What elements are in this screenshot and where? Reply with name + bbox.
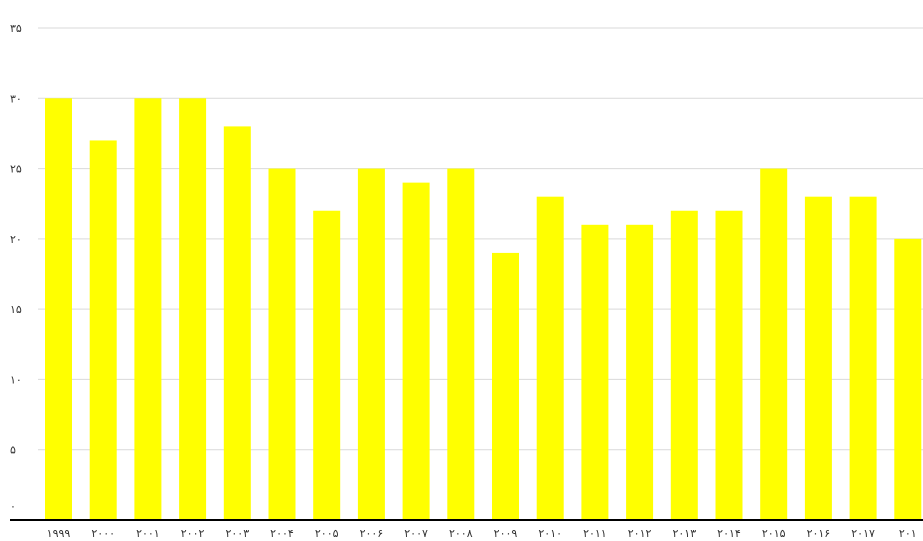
bar-19 [894,238,922,520]
bar-12 [581,224,609,521]
bar-5 [268,168,296,521]
bar-0 [45,98,72,521]
x-tick-label: ۲۰۱۵ [762,527,786,540]
y-tick-label: ۳۰ [10,92,22,105]
x-tick-label: ۲۰۱۲ [628,527,652,540]
x-tick-label: ۲۰۰۱ [136,527,160,540]
x-tick-label: ۲۰۰۳ [225,527,249,540]
bar-8 [402,182,430,520]
x-tick-label: ۲۰۱۳ [672,527,696,540]
bar-13 [626,224,654,521]
x-tick-label: ۲۰۰۲ [181,527,205,540]
x-tick-label: ۲۰۰۰ [91,527,115,540]
gridlines [38,27,923,451]
bar-17 [804,196,832,520]
bar-3 [179,98,207,521]
x-tick-label: ۲۰۱۱ [583,527,607,540]
y-tick-label: ۳۵ [10,22,22,35]
bar-18 [849,196,877,520]
bar-15 [715,210,743,520]
y-tick-label: ۰ [10,500,16,513]
x-tick-label: ۲۰۱۶ [807,527,831,540]
bar-7 [357,168,385,521]
bar-10 [492,252,519,520]
bar-6 [313,210,341,520]
x-tick-label: ۲۰۰۷ [404,527,428,540]
x-tick-label: ۲۰۰۵ [315,527,339,540]
x-tick-label: ۲۰۰۹ [494,527,518,540]
x-tick-label: ۱۹۹۹ [47,527,71,540]
bar-9 [447,168,475,521]
y-axis-tick-labels: ۰ ۵ ۱۰ ۱۵ ۲۰ ۲۵ ۳۰ ۳۵ [10,22,22,513]
x-tick-label: ۲۰۰۶ [360,527,384,540]
x-tick-label: ۲۰۱۷ [851,527,875,540]
bar-16 [760,168,788,521]
y-tick-label: ۲۰ [10,233,22,246]
x-tick-label: ۲۰۰۸ [449,527,473,540]
y-tick-label: ۲۵ [10,163,22,176]
y-tick-label: ۵ [10,444,16,457]
x-tick-label: ۲۰۱ [899,527,917,540]
bar-2 [134,98,162,521]
x-tick-label: ۲۰۱۴ [717,527,741,540]
bar-14 [670,210,698,520]
x-tick-label: ۲۰۰۴ [270,527,294,540]
y-tick-label: ۱۵ [10,303,22,316]
bar-1 [89,140,117,520]
y-tick-label: ۱۰ [10,373,22,386]
x-axis-tick-labels: ۱۹۹۹ ۲۰۰۰ ۲۰۰۱ ۲۰۰۲ ۲۰۰۳ ۲۰۰۴ ۲۰۰۵ ۲۰۰۶ ۲۰۰۷ ۲۰۰۸… [47,527,917,540]
bar-4 [223,126,251,521]
x-tick-label: ۲۰۱۰ [538,527,562,540]
bar-11 [536,196,564,520]
bars [45,98,922,521]
